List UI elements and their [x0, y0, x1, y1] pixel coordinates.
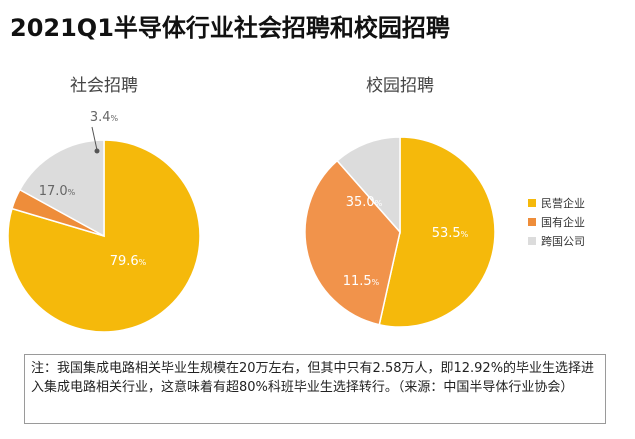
- legend-label: 民营企业: [541, 196, 585, 210]
- pie-title-social: 社会招聘: [70, 76, 138, 96]
- slice-label-campus-multinational: 11.5%: [343, 274, 380, 289]
- slice-label-campus-state: 35.0%: [346, 195, 383, 210]
- label-leader-line: [91, 126, 98, 151]
- pie-slice-social-multinational: [18, 139, 105, 238]
- pie-social: 79.6% 3.4% 17.0%: [7, 110, 201, 333]
- slice-label-social-private: 79.6%: [110, 254, 147, 269]
- label-leader-dot: [94, 148, 100, 154]
- legend: 民营企业 国有企业 跨国公司: [528, 193, 585, 250]
- slice-label-social-multinational: 17.0%: [39, 184, 76, 199]
- legend-item-private: 民营企业: [528, 193, 585, 212]
- charts-canvas: 社会招聘 校园招聘 79.6% 3.4% 17.0% 53.5% 35.0% 11.5%: [7, 76, 496, 333]
- slice-label-social-state: 3.4%: [90, 110, 119, 125]
- legend-label: 国有企业: [541, 215, 585, 229]
- legend-item-state: 国有企业: [528, 212, 585, 231]
- chart-title: 2021Q1半导体行业社会招聘和校园招聘: [10, 14, 450, 42]
- pie-slice-campus-multinational: [336, 136, 401, 234]
- source-note: 注：我国集成电路相关毕业生规模在20万左右，但其中只有2.58万人，即12.92…: [24, 354, 606, 424]
- legend-swatch: [528, 217, 536, 226]
- pie-campus: 53.5% 35.0% 11.5%: [304, 136, 496, 328]
- legend-swatch: [528, 198, 536, 207]
- pie-slice-campus-private: [378, 136, 496, 328]
- legend-label: 跨国公司: [541, 234, 585, 248]
- legend-swatch: [528, 236, 536, 245]
- pie-slice-campus-state: [304, 159, 401, 326]
- pie-title-campus: 校园招聘: [366, 76, 434, 96]
- slice-label-campus-private: 53.5%: [432, 226, 469, 241]
- legend-item-multinational: 跨国公司: [528, 231, 585, 250]
